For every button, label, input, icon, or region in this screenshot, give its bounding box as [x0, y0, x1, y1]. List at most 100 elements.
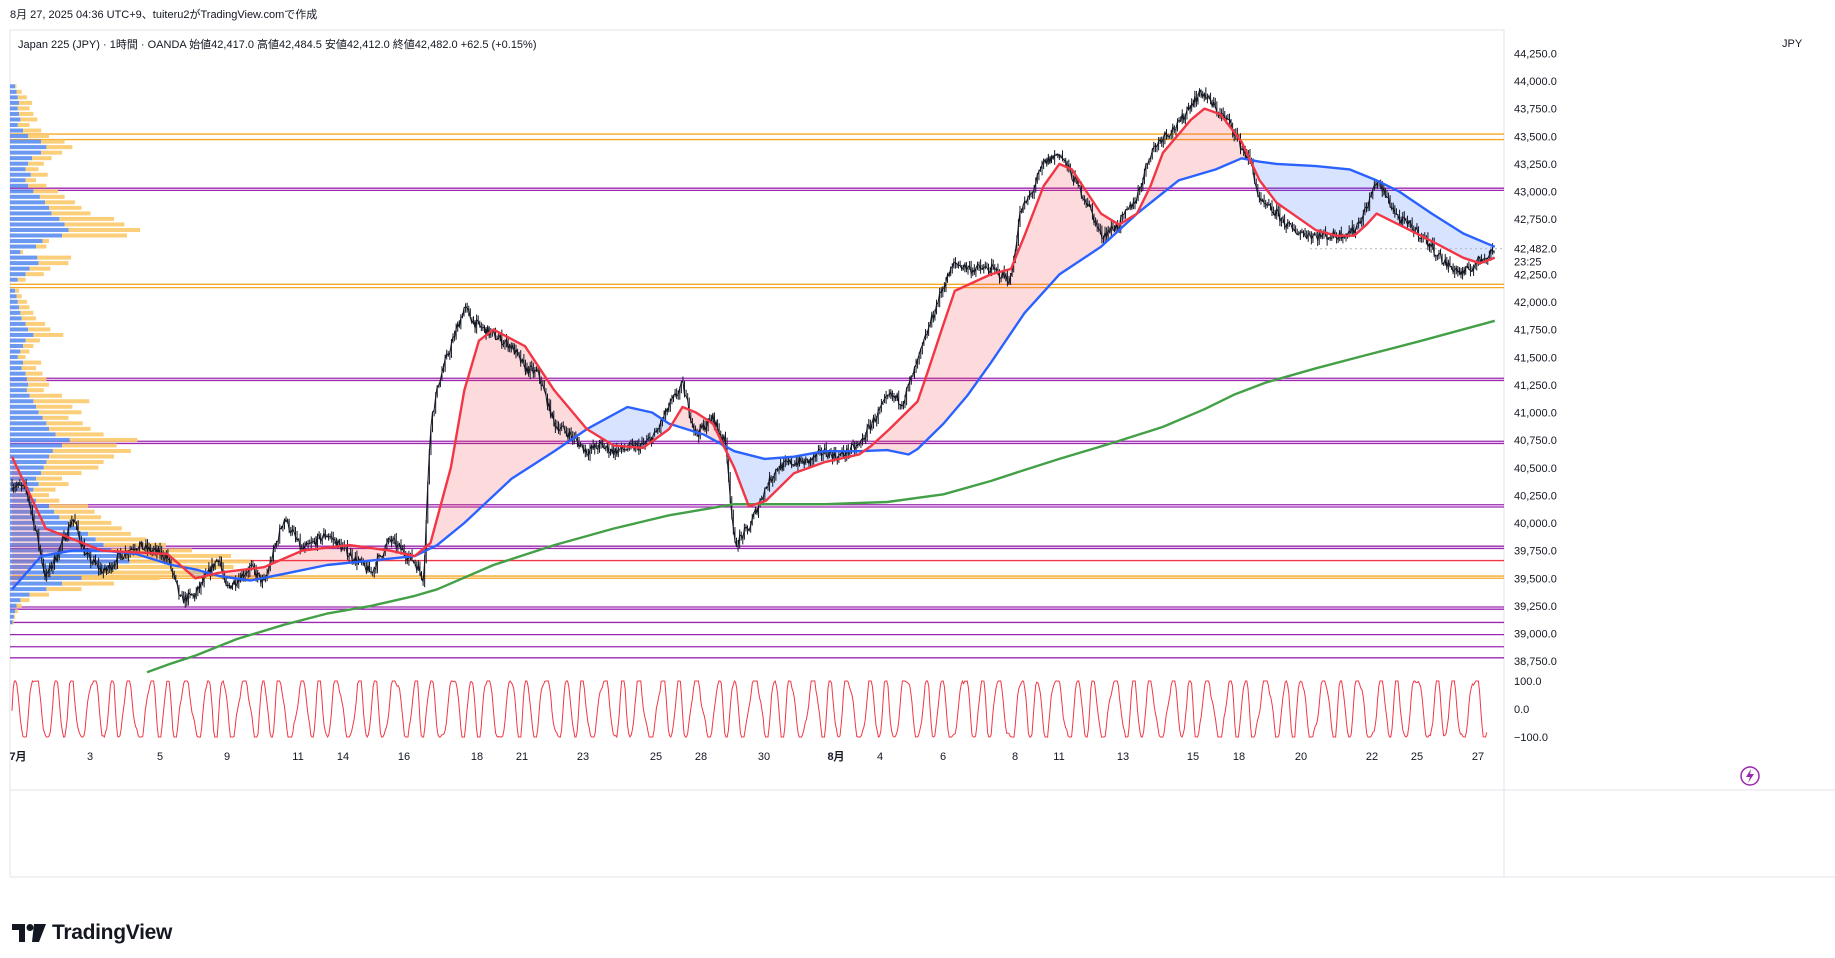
- y-tick-label-17: 40,000.0: [1514, 518, 1557, 530]
- time-axis[interactable]: 7月 3 5 9 11 14 16 18 21 23 25 28 30 8月 4 6 8 11 13 15 18 20 22…: [9, 750, 1484, 763]
- price-axis[interactable]: 44,250.0 44,000.0 43,750.0 43,500.0 43,250.0…: [1514, 48, 1557, 668]
- vp-sell-bar-57: [36, 404, 73, 409]
- vp-sell-bar-61: [49, 426, 91, 431]
- vp-buy-bar-84: [10, 553, 122, 558]
- x-tick-label-13: 8月: [827, 750, 844, 763]
- x-tick-label-9: 23: [577, 751, 589, 763]
- currency-label[interactable]: JPY: [1782, 38, 1803, 50]
- vp-sell-bar-17: [25, 178, 36, 183]
- vp-buy-bar-8: [10, 128, 23, 133]
- vp-sell-bar-86: [114, 565, 234, 569]
- vp-buy-bar-58: [10, 410, 39, 415]
- vp-sell-bar-14: [28, 161, 44, 166]
- y-tick-label-6: 42,750.0: [1514, 214, 1557, 226]
- x-tick-label-18: 13: [1117, 751, 1129, 763]
- x-tick-label-21: 20: [1295, 751, 1307, 763]
- vp-buy-bar-53: [10, 382, 29, 387]
- vp-sell-bar-71: [38, 482, 69, 487]
- vp-buy-bar-81: [10, 537, 96, 542]
- ma-cloud-segment-0: [12, 456, 102, 590]
- y-tick-label-10: 41,750.0: [1514, 325, 1557, 337]
- vp-sell-bar-10: [41, 139, 65, 144]
- y-tick-label-14: 40,750.0: [1514, 435, 1557, 447]
- vp-sell-bar-28: [42, 239, 49, 244]
- vp-buy-bar-24: [10, 216, 60, 221]
- y-tick-label-16: 40,250.0: [1514, 490, 1557, 502]
- vp-sell-bar-2: [17, 95, 27, 100]
- vp-buy-bar-26: [10, 227, 69, 232]
- vp-buy-bar-28: [10, 239, 43, 244]
- vp-sell-bar-11: [46, 145, 73, 150]
- vp-sell-bar-0: [15, 84, 17, 89]
- osc-tick-label-1: 0.0: [1514, 704, 1529, 716]
- vp-buy-bar-55: [10, 393, 30, 398]
- vp-buy-bar-44: [10, 332, 34, 337]
- vp-sell-bar-48: [17, 355, 26, 360]
- y-tick-label-3: 43,500.0: [1514, 131, 1557, 143]
- moving-averages: [10, 107, 1496, 674]
- chart-frame: [9, 29, 1505, 878]
- vp-sell-bar-77: [59, 515, 101, 520]
- vp-buy-bar-23: [10, 211, 52, 216]
- vp-buy-bar-47: [10, 349, 21, 354]
- vp-buy-bar-77: [10, 515, 60, 520]
- vp-sell-bar-49: [23, 360, 42, 365]
- vp-buy-bar-66: [10, 454, 49, 459]
- vp-buy-bar-14: [10, 161, 29, 166]
- vp-buy-bar-9: [10, 134, 29, 139]
- vp-buy-bar-0: [10, 84, 16, 89]
- vp-buy-bar-94: [10, 609, 16, 614]
- vp-buy-bar-27: [10, 233, 62, 238]
- vp-buy-bar-40: [10, 310, 21, 315]
- vp-sell-bar-6: [20, 117, 38, 122]
- vp-sell-bar-78: [68, 520, 112, 525]
- vp-buy-bar-16: [10, 172, 31, 177]
- vp-buy-bar-39: [10, 305, 20, 310]
- alert-icon[interactable]: [1740, 766, 1760, 786]
- y-tick-label-20: 39,250.0: [1514, 601, 1557, 613]
- x-tick-label-10: 25: [650, 751, 662, 763]
- vp-buy-bar-51: [10, 371, 26, 376]
- vp-buy-bar-73: [10, 493, 31, 498]
- vp-sell-bar-66: [49, 454, 114, 459]
- vp-sell-bar-88: [81, 576, 160, 581]
- x-tick-label-11: 28: [695, 751, 707, 763]
- y-tick-label-2: 43,750.0: [1514, 104, 1557, 116]
- vp-buy-bar-35: [10, 277, 18, 282]
- vp-buy-bar-68: [10, 465, 44, 470]
- y-tick-label-13: 41,000.0: [1514, 408, 1557, 420]
- vp-buy-bar-13: [10, 156, 33, 161]
- vp-sell-bar-79: [77, 526, 122, 531]
- vp-sell-bar-39: [19, 305, 30, 310]
- vp-buy-bar-88: [10, 576, 82, 581]
- vp-buy-bar-6: [10, 117, 21, 122]
- vp-buy-bar-54: [10, 388, 27, 393]
- ma-cloud-segment-5: [672, 407, 721, 444]
- horizontal-levels: [10, 133, 1504, 659]
- vp-sell-bar-69: [41, 471, 82, 476]
- ma-fast-line: [10, 107, 1496, 580]
- vp-buy-bar-21: [10, 200, 46, 205]
- y-tick-label-9: 42,000.0: [1514, 297, 1557, 309]
- vp-sell-bar-53: [28, 382, 49, 387]
- vp-sell-bar-64: [62, 443, 117, 448]
- vp-buy-bar-37: [10, 294, 17, 299]
- vp-buy-bar-4: [10, 106, 18, 111]
- vp-buy-bar-33: [10, 266, 30, 271]
- oscillator-pane: 100.0 0.0 −100.0: [11, 676, 1548, 744]
- vp-sell-bar-80: [88, 531, 131, 536]
- y-tick-label-8: 42,250.0: [1514, 269, 1557, 281]
- x-tick-label-6: 16: [398, 751, 410, 763]
- vp-sell-bar-16: [30, 172, 48, 177]
- x-tick-label-15: 6: [940, 751, 946, 763]
- vp-buy-bar-80: [10, 531, 88, 536]
- vp-buy-bar-85: [10, 559, 130, 564]
- ma-cloud-segment-3: [214, 330, 586, 581]
- vp-buy-bar-41: [10, 316, 22, 321]
- vp-sell-bar-55: [29, 393, 62, 398]
- vp-sell-bar-52: [26, 377, 47, 382]
- vp-sell-bar-43: [28, 327, 51, 332]
- vp-sell-bar-90: [46, 587, 82, 592]
- vp-sell-bar-41: [21, 316, 36, 321]
